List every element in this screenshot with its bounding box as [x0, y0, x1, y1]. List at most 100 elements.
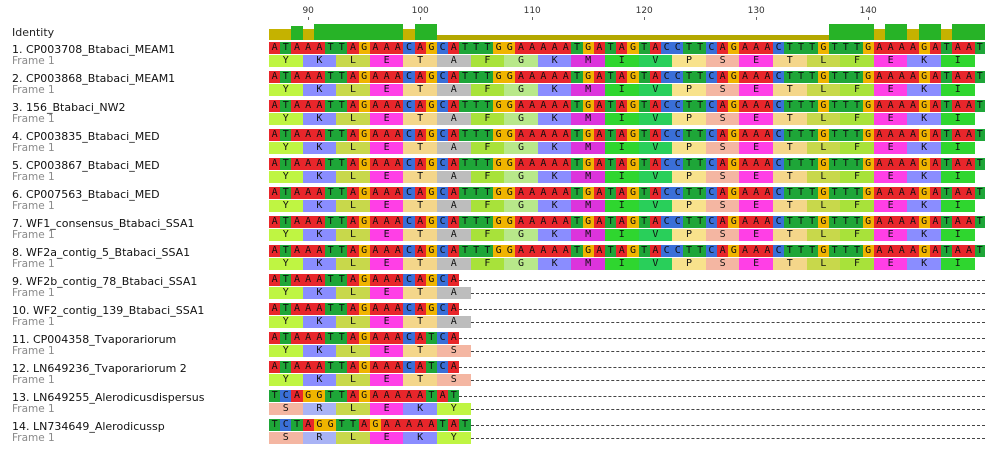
nucleotide-cell: G [728, 158, 740, 170]
nucleotide-cell: G [493, 158, 505, 170]
nucleotide-cell: G [358, 216, 370, 228]
nucleotide-cell: A [448, 42, 460, 54]
sequence-name[interactable]: 14. LN734649_Alerodicussp [12, 420, 165, 433]
sequence-name[interactable]: 11. CP004358_Tvaporariorum [12, 333, 177, 346]
amino-acid-cell: I [605, 113, 639, 125]
amino-acid-cell: M [571, 258, 605, 270]
amino-acid-cell: K [403, 403, 437, 415]
nucleotide-cell: T [840, 187, 852, 199]
nucleotide-cell: A [448, 245, 460, 257]
sequence-name[interactable]: 2. CP003868_Btabaci_MEAM1 [12, 72, 176, 85]
nucleotide-cell: A [873, 129, 885, 141]
sequence-name[interactable]: 1. CP003708_Btabaci_MEAM1 [12, 43, 176, 56]
nucleotide-cell: G [862, 158, 874, 170]
nucleotide-cell: T [605, 100, 617, 112]
nucleotide-cell: A [593, 158, 605, 170]
nucleotide-cell: A [649, 216, 661, 228]
nucleotide-cell: A [269, 158, 281, 170]
nucleotide-cell: A [414, 187, 426, 199]
sequence-name[interactable]: 4. CP003835_Btabaci_MED [12, 130, 160, 143]
nucleotide-cell: T [459, 216, 471, 228]
sequence-name[interactable]: 7. WF1_consensus_Btabaci_SSA1 [12, 217, 195, 230]
nucleotide-cell: A [593, 71, 605, 83]
nucleotide-cell: A [414, 332, 426, 344]
nucleotide-cell: T [470, 158, 482, 170]
sequence-name[interactable]: 6. CP007563_Btabaci_MED [12, 188, 160, 201]
sequence-name[interactable]: 10. WF2_contig_139_Btabaci_SSA1 [12, 304, 205, 317]
nucleotide-cell: A [560, 42, 572, 54]
sequence-name[interactable]: 12. LN649236_Tvaporariorum 2 [12, 362, 187, 375]
ruler-tick [420, 17, 422, 20]
nucleotide-cell: G [817, 216, 829, 228]
sequence-name[interactable]: 3. 156_Btabaci_NW2 [12, 101, 126, 114]
amino-acid-cell: K [537, 229, 572, 241]
identity-graph [269, 20, 985, 40]
identity-bar [941, 29, 953, 40]
nucleotide-cell: G [728, 71, 740, 83]
nucleotide-cell: A [885, 158, 897, 170]
nucleotide-cell: C [661, 158, 673, 170]
nucleotide-cell: T [325, 216, 337, 228]
sequence-name[interactable]: 8. WF2a_contig_5_Btabaci_SSA1 [12, 246, 191, 259]
nucleotide-cell: A [437, 390, 449, 402]
nucleotide-cell: A [448, 361, 460, 373]
nucleotide-cell: T [481, 100, 493, 112]
nucleotide-cell: A [392, 100, 404, 112]
sequence-name[interactable]: 9. WF2b_contig_78_Btabaci_SSA1 [12, 275, 198, 288]
nucleotide-cell: T [941, 100, 953, 112]
nucleotide-cell: A [313, 187, 325, 199]
sequence-name[interactable]: 5. CP003867_Btabaci_MED [12, 159, 160, 172]
sequence-name[interactable]: 13. LN649255_Alerodicusdispersus [12, 391, 205, 404]
amino-acid-cell: Y [269, 142, 303, 154]
nucleotide-cell: G [728, 42, 740, 54]
amino-acid-cell: I [605, 229, 639, 241]
nucleotide-cell: G [862, 42, 874, 54]
sequence-row[interactable]: 13. LN649255_Alerodicusdispersus Frame 1 T… [0, 390, 1000, 418]
nucleotide-cell: A [885, 42, 897, 54]
nucleotide-cell: T [325, 332, 337, 344]
nucleotide-cell: G [493, 129, 505, 141]
nucleotide-cell: G [627, 216, 639, 228]
